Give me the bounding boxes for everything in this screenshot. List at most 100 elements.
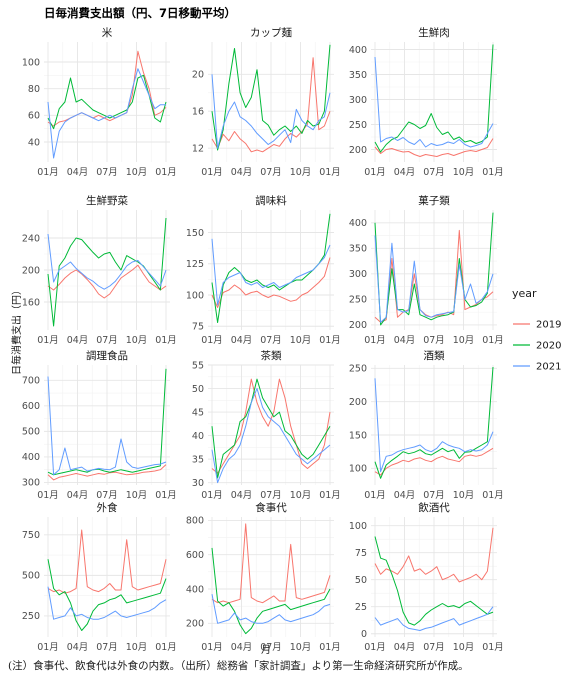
y-tick-label: 75 (192, 322, 204, 333)
y-axis-title: 日毎消費支出（円） (10, 285, 23, 375)
y-tick-label: 350 (349, 244, 367, 255)
y-tick-label: 75 (355, 548, 367, 559)
y-tick-label: 55 (192, 360, 204, 371)
x-tick-label: 07月 (96, 642, 118, 653)
legend-title: year (512, 287, 537, 300)
x-tick-label: 01月 (364, 335, 386, 346)
x-tick-label: 10月 (453, 335, 475, 346)
series-line-2020 (211, 44, 331, 151)
x-tick-label: 01月 (37, 167, 59, 178)
y-tick-label: 160 (22, 297, 40, 308)
x-tick-label: 04月 (231, 490, 253, 501)
y-tick-label: 400 (186, 584, 204, 595)
x-tick-label: 04月 (67, 167, 89, 178)
x-tick-label: 07月 (423, 490, 445, 501)
x-tick-label: 10月 (126, 335, 148, 346)
y-tick-label: 50 (355, 575, 367, 586)
x-tick-label: 10月 (126, 167, 148, 178)
panel-title: 生鮮肉 (418, 26, 450, 39)
series-line-2019 (211, 257, 331, 308)
x-tick-label: 01月 (364, 642, 386, 653)
series-line-2021 (47, 68, 166, 159)
panel-11: 食事代 200 400 600 800 01月 04月 07月 10月 01月 (186, 501, 341, 653)
panel-6: 菓子類 200 250 300 350 400 01月 04月 07月 10月 01月 (349, 195, 504, 346)
x-tick-label: 07月 (423, 335, 445, 346)
y-tick-label: 100 (22, 57, 40, 68)
series-line-2021 (211, 238, 331, 306)
y-tick-label: 800 (186, 516, 204, 527)
series-line-2020 (47, 368, 167, 476)
series-line-2021 (374, 606, 494, 631)
y-tick-label: 300 (349, 95, 367, 106)
y-tick-label: 250 (22, 611, 40, 622)
x-tick-label: 04月 (67, 642, 89, 653)
panel-title: 菓子類 (418, 195, 450, 207)
x-tick-label: 01月 (482, 335, 504, 346)
x-tick-label: 07月 (96, 490, 118, 501)
panel-7: 調理食品 300 400 500 600 700 01月 04月 07月 10月 01月 (22, 349, 177, 501)
x-tick-label: 04月 (394, 167, 416, 178)
x-tick-label: 07月 (260, 335, 282, 346)
chart-title: 日毎消費支出額（円、7日移動平均） (44, 6, 236, 20)
x-tick-label: 07月 (260, 167, 282, 178)
x-tick-label: 01月 (201, 642, 223, 653)
series-line-2019 (211, 523, 331, 604)
panel-title: 食事代 (255, 501, 287, 514)
y-tick-label: 300 (22, 478, 40, 489)
x-tick-label: 10月 (290, 335, 312, 346)
series-line-2019 (374, 138, 494, 157)
y-tick-label: 125 (186, 259, 204, 270)
y-tick-label: 400 (22, 452, 40, 463)
y-tick-label: 250 (349, 364, 367, 375)
series-line-2019 (374, 527, 494, 583)
x-tick-label: 01月 (319, 335, 341, 346)
series-line-2020 (211, 547, 331, 635)
series-line-2020 (211, 378, 331, 479)
series-line-2020 (374, 212, 494, 326)
x-tick-label: 07月 (423, 167, 445, 178)
panel-8: 茶類 30 35 40 45 50 55 01月 04月 07月 10月 01月 (192, 349, 341, 501)
panel-title: 生鮮野菜 (86, 194, 128, 207)
x-tick-label: 01月 (37, 642, 59, 653)
x-tick-label: 01月 (201, 490, 223, 501)
x-tick-label: 01月 (482, 642, 504, 653)
x-tick-label: 04月 (231, 335, 253, 346)
x-tick-label: 01月 (364, 167, 386, 178)
y-tick-label: 16 (192, 107, 204, 118)
x-tick-label: 01月 (155, 490, 177, 501)
y-tick-label: 750 (22, 530, 40, 541)
x-tick-label: 10月 (453, 490, 475, 501)
series-line-2021 (47, 233, 167, 290)
x-tick-label: 04月 (394, 642, 416, 653)
y-tick-label: 150 (186, 228, 204, 239)
x-tick-label: 01月 (201, 335, 223, 346)
y-tick-label: 500 (22, 427, 40, 438)
x-tick-label: 01月 (37, 335, 59, 346)
y-tick-label: 400 (349, 45, 367, 56)
panel-2: カップ麺 12 16 20 01月 04月 07月 10月 01月 (192, 26, 341, 178)
y-tick-label: 500 (22, 571, 40, 582)
x-tick-label: 07月 (423, 642, 445, 653)
y-tick-label: 350 (349, 70, 367, 81)
y-tick-label: 100 (349, 464, 367, 475)
y-tick-label: 35 (192, 454, 204, 465)
series-line-2019 (47, 50, 167, 127)
x-tick-label: 04月 (231, 642, 253, 653)
panel-5: 調味料 75 100 125 150 01月 04月 07月 10月 01月 (186, 194, 341, 346)
y-tick-label: 100 (186, 290, 204, 301)
panel-3: 生鮮肉 200 250 300 350 400 01月 04月 07月 10月 01月 (349, 26, 504, 178)
panel-title: 茶類 (261, 349, 282, 362)
y-tick-label: 0 (361, 629, 367, 640)
y-tick-label: 200 (186, 619, 204, 630)
x-tick-label: 01月 (37, 490, 59, 501)
x-tick-label: 04月 (394, 335, 416, 346)
y-tick-label: 150 (349, 430, 367, 441)
x-tick-label: 01月 (201, 167, 223, 178)
y-tick-label: 25 (355, 602, 367, 613)
x-tick-label: 04月 (394, 490, 416, 501)
panel-title: 調理食品 (86, 349, 128, 362)
panel-4: 生鮮野菜 160 200 240 01月 04月 07月 10月 01月 (22, 194, 177, 346)
panel-title: 調味料 (255, 194, 287, 207)
